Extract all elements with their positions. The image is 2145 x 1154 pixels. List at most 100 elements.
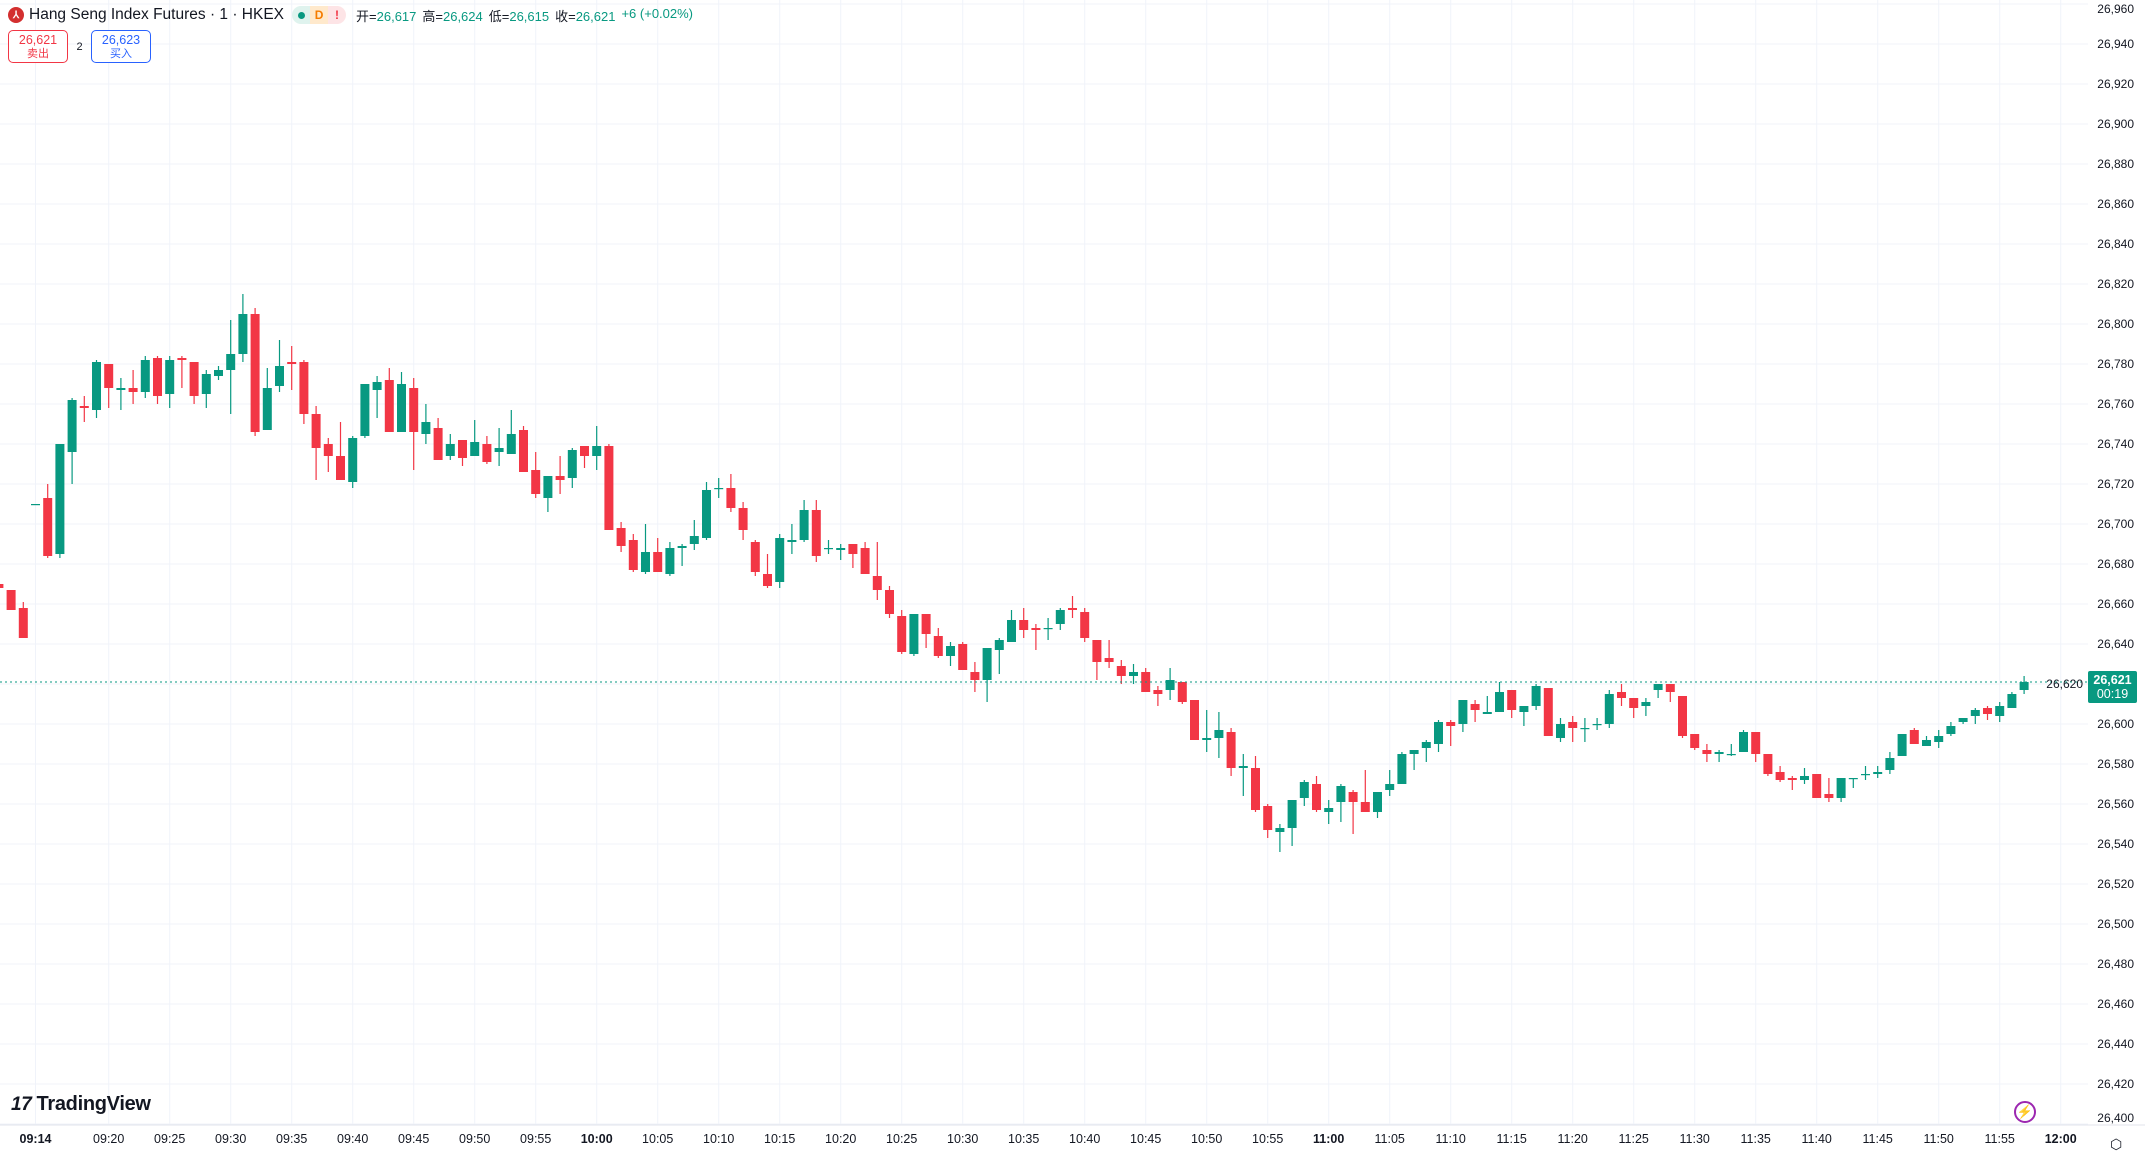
candle-body (1421, 742, 1431, 748)
candle-body (1726, 754, 1736, 756)
candle-body (1080, 612, 1090, 638)
candle (921, 614, 931, 648)
candle-body (1604, 694, 1614, 724)
candle (1409, 750, 1419, 770)
candle-body (79, 406, 89, 408)
candle-body (555, 476, 565, 480)
candle (1592, 718, 1602, 730)
candle-body (1580, 728, 1590, 730)
candle-body (604, 446, 614, 530)
price-tick-label: 26,460 (2097, 997, 2134, 1011)
current-price-label: 26,621 00:19 (2088, 671, 2137, 703)
delayed-data-badge[interactable]: D (310, 6, 329, 24)
candle (287, 346, 297, 390)
candle (1519, 706, 1529, 726)
candle (201, 370, 211, 408)
candle-body (226, 354, 236, 370)
candle-body (872, 576, 882, 590)
buy-button[interactable]: 26,623 买入 (91, 30, 151, 63)
candle-body (348, 438, 358, 482)
candle-body (1251, 768, 1260, 810)
candle (1531, 684, 1541, 710)
candle (1836, 778, 1846, 802)
candle (311, 406, 321, 480)
time-axis[interactable]: 09:14 09:20 09:25 09:30 09:35 09:40 09:45 09:50… (0, 1124, 2145, 1146)
time-tick-label: 11:15 (1497, 1132, 1527, 1146)
candle (1007, 610, 1016, 642)
candle (1775, 766, 1785, 782)
candle (702, 482, 711, 540)
candle-body (848, 544, 858, 554)
candle-body (677, 546, 687, 548)
buy-label: 买入 (110, 47, 132, 60)
candle-body (1946, 726, 1956, 734)
candle-body (982, 648, 992, 680)
price-tick-label: 26,760 (2097, 397, 2134, 411)
candle (1995, 702, 2005, 722)
gear-icon[interactable]: ⬡ (2110, 1136, 2123, 1152)
price-tick-label: 26,720 (2097, 477, 2134, 491)
candle (1202, 710, 1212, 752)
time-tick-label: 11:55 (1985, 1132, 2015, 1146)
candle (1238, 754, 1248, 796)
sell-price: 26,621 (18, 32, 58, 47)
candle (1129, 664, 1138, 684)
lightning-icon[interactable]: ⚡ (2014, 1101, 2036, 1123)
tradingview-logo[interactable]: 17 TradingView (11, 1093, 151, 1116)
candle-body (1299, 782, 1309, 798)
time-tick-label: 11:35 (1741, 1132, 1771, 1146)
candle (970, 662, 980, 692)
candle-body (994, 640, 1004, 650)
candle (6, 590, 16, 610)
open-value: 开=26,617 (356, 8, 417, 24)
candle (238, 294, 248, 362)
candle (1104, 640, 1114, 668)
candle-body (1214, 730, 1224, 738)
candle (836, 544, 846, 560)
time-tick-label: 10:15 (764, 1132, 795, 1146)
time-tick-label: 09:40 (337, 1132, 368, 1146)
candle-body (628, 540, 638, 570)
status-pills[interactable]: D ! (292, 6, 347, 24)
sell-button[interactable]: 26,621 卖出 (8, 30, 68, 63)
candle (555, 456, 565, 494)
candle (750, 540, 760, 576)
candle (1507, 690, 1517, 718)
market-open-dot-icon[interactable] (292, 6, 311, 24)
symbol-legend: ⅄ Hang Seng Index Futures · 1 · HKEX D !… (8, 4, 693, 26)
symbol-title[interactable]: Hang Seng Index Futures · 1 · HKEX (29, 6, 285, 23)
candle-body (1970, 710, 1980, 716)
time-tick-label: 09:50 (459, 1132, 490, 1146)
candle (1165, 668, 1175, 700)
candle-body (1470, 704, 1480, 710)
candle-body (299, 362, 309, 414)
candle (872, 542, 882, 600)
sell-label: 卖出 (27, 47, 49, 60)
grid-lines (0, 0, 2088, 1125)
candle (104, 364, 114, 408)
candle-body (409, 388, 419, 432)
candle-body (1568, 722, 1578, 728)
candle (1543, 688, 1553, 736)
spread-value: 2 (76, 40, 83, 53)
candle (897, 610, 907, 654)
candle (250, 308, 260, 436)
warning-badge[interactable]: ! (328, 6, 347, 24)
candle (323, 438, 333, 472)
candle-body (946, 646, 955, 656)
price-axis[interactable]: 26,960 26,940 26,920 26,900 26,880 26,860 26,8… (2046, 2, 2134, 1125)
candle (1226, 728, 1236, 776)
candle-body (1348, 792, 1358, 802)
candle (1861, 766, 1870, 780)
candle-body (311, 414, 321, 448)
price-tick-label: 26,960 (2097, 2, 2134, 16)
candle (43, 484, 53, 558)
candle (909, 614, 919, 656)
candle (55, 444, 65, 558)
candle (1458, 700, 1468, 732)
time-tick-label: 10:50 (1191, 1132, 1222, 1146)
candle (885, 586, 894, 618)
candle-body (811, 510, 821, 556)
candle-body (433, 428, 443, 460)
